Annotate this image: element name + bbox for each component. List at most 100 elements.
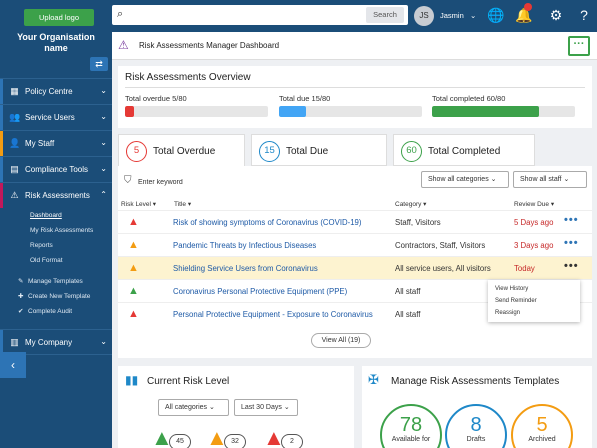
row-title-link[interactable]: Shielding Service Users from Coronavirus	[173, 264, 318, 273]
complete-audit-link[interactable]: ✔ Complete Audit	[18, 304, 112, 319]
sidebar-item-label: Policy Centre	[25, 87, 73, 96]
tab-total-due[interactable]: 15 Total Due	[251, 134, 387, 166]
view-all-button[interactable]: View All (19)	[311, 333, 371, 348]
sidebar-item-compliance-tools[interactable]: ▤ Compliance Tools ⌄	[0, 156, 112, 182]
risk-gauge-medium: ▲ 32	[206, 425, 246, 448]
chevron-down-icon: ⌄	[100, 164, 107, 173]
menu-item-reassign[interactable]: Reassign	[495, 310, 521, 316]
table-row[interactable]: ▲ Pandemic Threats by Infectious Disease…	[118, 233, 592, 256]
sidebar-item-label: My Staff	[25, 139, 55, 148]
manage-templates-card: ✠ Manage Risk Assessments Templates 78 A…	[362, 366, 592, 448]
risk-assessments-submenu: Dashboard My Risk Assessments Reports Ol…	[0, 208, 112, 268]
overview-card: Risk Assessments Overview Total overdue …	[118, 66, 592, 128]
pencil-icon: ✎	[18, 278, 24, 285]
warning-triangle-icon: ▲	[206, 425, 228, 448]
avatar: JS	[414, 6, 434, 26]
warning-icon: ⚠	[118, 38, 129, 52]
progress-fill	[125, 106, 134, 117]
sidebar-item-my-staff[interactable]: 👤 My Staff ⌄	[0, 130, 112, 156]
risk-category-select[interactable]: All categories ⌄	[158, 399, 229, 416]
settings-icon[interactable]: ⚙	[549, 7, 563, 23]
nav-accent	[0, 105, 3, 130]
sidebar-item-label: Service Users	[25, 113, 75, 122]
header-review-due[interactable]: Review Due ▾	[514, 201, 555, 208]
nav-accent	[0, 183, 3, 208]
staff-filter-select[interactable]: Show all staff ⌄	[513, 171, 587, 188]
risk-low-icon: ▲	[128, 285, 139, 297]
sidebar-item-my-company[interactable]: ▥ My Company ⌄	[0, 329, 112, 355]
sidebar-item-risk-assessments[interactable]: ⚠ Risk Assessments ⌃	[0, 182, 112, 208]
row-category: Contractors, Staff, Visitors	[395, 241, 486, 250]
header-category[interactable]: Category ▾	[395, 201, 427, 208]
templates-available[interactable]: 78 Available for	[380, 404, 442, 448]
check-icon: ✔	[18, 308, 24, 315]
templates-title: Manage Risk Assessments Templates	[391, 376, 560, 387]
stat-label: Total completed 60/80	[432, 94, 506, 103]
more-options-button[interactable]: ···	[568, 36, 590, 56]
sub-item-my-risk-assessments[interactable]: My Risk Assessments	[30, 227, 94, 234]
menu-item-send-reminder[interactable]: Send Reminder	[495, 298, 537, 304]
switch-organisation-icon[interactable]: ⇄	[90, 57, 108, 71]
select-value: All categories	[165, 404, 208, 411]
row-title-link[interactable]: Coronavirus Personal Protective Equipmen…	[173, 287, 348, 296]
overview-stat-due: Total due 15/80	[279, 94, 422, 117]
keyword-input[interactable]	[138, 176, 258, 188]
table-row[interactable]: ▲ Coronavirus Personal Protective Equipm…	[118, 279, 592, 302]
period-select[interactable]: Last 30 Days ⌄	[234, 399, 298, 416]
select-value: Show all categories	[428, 176, 489, 183]
sub-item-old-format[interactable]: Old Format	[30, 257, 63, 264]
users-icon: 👥	[9, 112, 21, 122]
menu-item-view-history[interactable]: View History	[495, 286, 529, 292]
tab-total-overdue[interactable]: 5 Total Overdue	[118, 134, 245, 167]
table-row[interactable]: ▲ Risk of showing symptoms of Coronaviru…	[118, 210, 592, 233]
row-title-link[interactable]: Personal Protective Equipment - Exposure…	[173, 310, 373, 319]
search-box[interactable]: ⌕ Search	[112, 5, 408, 25]
current-risk-level-card: ▮▮ Current Risk Level All categories ⌄ L…	[118, 366, 354, 448]
help-icon[interactable]: ?	[580, 7, 588, 23]
table-header: Risk Level ▾ Title ▾ Category ▾ Review D…	[118, 198, 592, 210]
row-more-icon[interactable]: •••	[564, 260, 579, 272]
action-label: Create New Template	[28, 293, 91, 300]
header-title[interactable]: Title ▾	[174, 201, 192, 208]
globe-icon[interactable]: 🌐	[487, 7, 505, 23]
page-title: Risk Assessments Manager Dashboard	[139, 41, 280, 50]
bubble-label: Drafts	[466, 436, 486, 443]
row-more-icon[interactable]: •••	[564, 237, 579, 249]
sidebar-item-service-users[interactable]: 👥 Service Users ⌄	[0, 104, 112, 130]
header-risk-level[interactable]: Risk Level ▾	[121, 201, 157, 208]
sub-item-reports[interactable]: Reports	[30, 242, 53, 249]
sidebar-item-policy-centre[interactable]: ▦ Policy Centre ⌄	[0, 78, 112, 104]
category-filter-select[interactable]: Show all categories ⌄	[421, 171, 509, 188]
tab-total-completed[interactable]: 60 Total Completed	[393, 134, 535, 166]
row-title-link[interactable]: Pandemic Threats by Infectious Diseases	[173, 241, 317, 250]
chevron-down-icon: ⌄	[490, 176, 497, 183]
sidebar-nav: ▦ Policy Centre ⌄ 👥 Service Users ⌄ 👤 My…	[0, 78, 112, 355]
sub-item-dashboard[interactable]: Dashboard	[30, 212, 62, 219]
row-more-icon[interactable]: •••	[564, 214, 579, 226]
plus-icon: ✚	[18, 293, 24, 300]
templates-drafts[interactable]: 8 Drafts	[445, 404, 507, 448]
select-value: Last 30 Days	[241, 404, 282, 411]
user-menu[interactable]: JS Jasmin ⌄	[414, 6, 478, 26]
notification-badge	[524, 3, 532, 11]
row-title-link[interactable]: Risk of showing symptoms of Coronavirus …	[173, 218, 362, 227]
tools-icon: ✠	[368, 372, 379, 387]
templates-archived[interactable]: 5 Archived	[511, 404, 573, 448]
search-button[interactable]: Search	[366, 7, 404, 23]
header-label: Review Due	[514, 201, 550, 208]
nav-accent	[0, 131, 3, 156]
create-template-link[interactable]: ✚ Create New Template	[18, 289, 112, 304]
upload-logo-button[interactable]: Upload logo	[24, 9, 94, 26]
row-actions-menu: View History Send Reminder Reassign	[488, 280, 580, 322]
progress-fill	[279, 106, 306, 117]
risk-high-icon: ▲	[128, 216, 139, 228]
filter-icon: ⛉	[124, 175, 132, 186]
tab-label: Total Due	[286, 146, 329, 157]
bell-icon[interactable]: 🔔	[515, 7, 533, 23]
table-row[interactable]: ▲ Personal Protective Equipment - Exposu…	[118, 302, 592, 325]
bar-chart-icon: ▮▮	[125, 373, 139, 387]
action-label: Complete Audit	[28, 308, 73, 315]
manage-templates-link[interactable]: ✎ Manage Templates	[18, 274, 112, 289]
table-row[interactable]: ▲ Shielding Service Users from Coronavir…	[118, 256, 592, 279]
collapse-sidebar-button[interactable]: ‹	[0, 352, 26, 378]
